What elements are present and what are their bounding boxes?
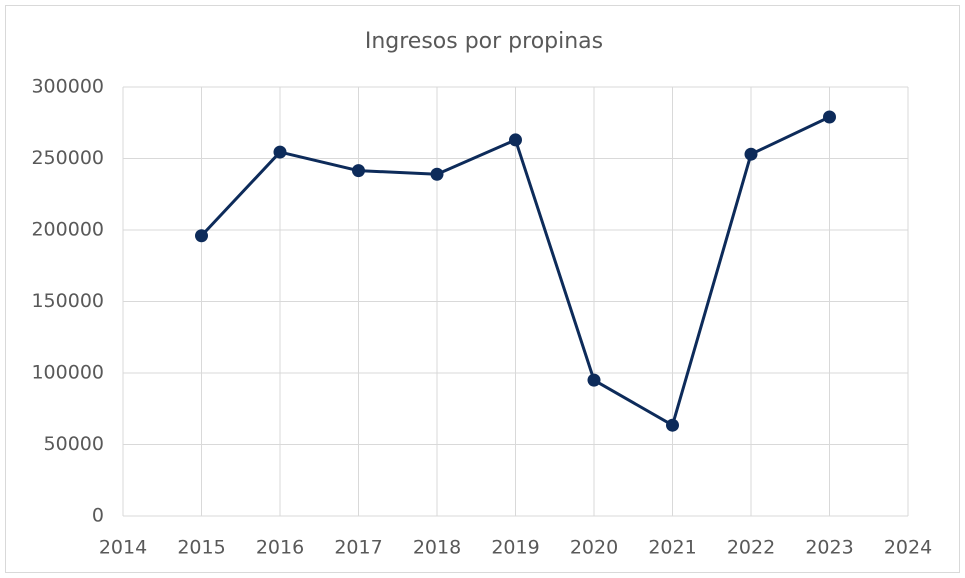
y-tick-label: 0 [92, 505, 104, 527]
x-tick-label: 2017 [334, 537, 382, 559]
marker [587, 373, 601, 387]
marker [666, 418, 679, 432]
y-tick-label: 200000 [31, 219, 104, 241]
x-tick-label: 2024 [884, 537, 932, 559]
chart-border [5, 5, 960, 573]
marker [744, 147, 758, 161]
y-tick-label: 250000 [31, 147, 104, 169]
y-tick-label: 100000 [31, 362, 104, 384]
x-tick-label: 2015 [177, 537, 225, 559]
marker [430, 167, 444, 181]
marker [509, 133, 522, 147]
marker [195, 229, 208, 243]
chart-title: Ingresos por propinas [365, 29, 603, 54]
x-tick-label: 2022 [727, 537, 775, 559]
x-tick-label: 2020 [570, 537, 618, 559]
marker [352, 164, 365, 178]
y-tick-label: 150000 [31, 290, 104, 312]
x-tick-label: 2023 [805, 537, 853, 559]
x-tick-label: 2019 [491, 537, 539, 559]
x-tick-label: 2021 [648, 537, 696, 559]
marker [273, 145, 287, 159]
y-tick-label: 300000 [31, 76, 104, 98]
y-tick-label: 50000 [44, 433, 104, 455]
x-tick-label: 2014 [99, 537, 147, 559]
marker [823, 110, 836, 124]
x-tick-label: 2018 [413, 537, 461, 559]
x-tick-label: 2016 [256, 537, 304, 559]
